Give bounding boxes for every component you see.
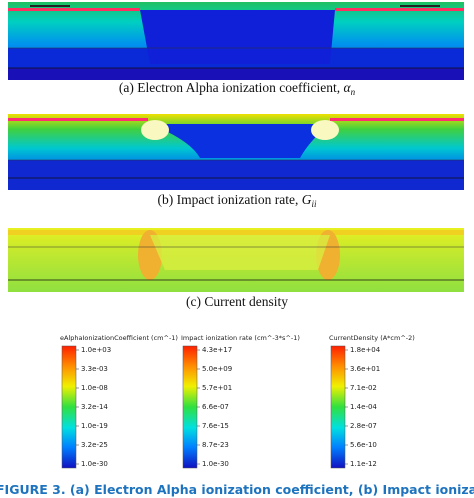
- colorbar-tick-label: 3.6e+01: [350, 365, 380, 373]
- colorbar-tick-label: 3.3e-03: [81, 365, 108, 373]
- colorbar-tick-label: 8.7e-23: [202, 441, 229, 449]
- colorbar-tick-label: 1.0e-30: [81, 460, 108, 468]
- panel-b-caption: (b) Impact ionization rate, Gii: [157, 192, 317, 209]
- colorbar-title: eAlphaIonizationCoefficient (cm^-1): [60, 334, 178, 342]
- caption-text: (b) Impact ionization rate,: [157, 192, 301, 207]
- colorbar: [182, 345, 198, 469]
- figure-caption: FIGURE 3. (a) Electron Alpha ionization …: [0, 482, 474, 497]
- colorbar-tick-label: 2.8e-07: [350, 422, 377, 430]
- panel-a-caption: (a) Electron Alpha ionization coefficien…: [119, 80, 356, 97]
- colorbar-tick-label: 7.1e-02: [350, 384, 377, 392]
- colorbar-tick-label: 3.2e-25: [81, 441, 108, 449]
- colorbar-title: CurrentDensity (A*cm^-2): [329, 334, 415, 342]
- colorbar-tick-label: 1.1e-12: [350, 460, 377, 468]
- panel-c-caption: (c) Current density: [186, 294, 288, 309]
- colorbar-tick-label: 1.8e+04: [350, 346, 381, 354]
- colorbar-tick-label: 1.0e-19: [81, 422, 108, 430]
- colorbar-tick-label: 5.0e+09: [202, 365, 232, 373]
- caption-symbol: G: [302, 192, 312, 207]
- colorbar-tick-label: 6.6e-07: [202, 403, 229, 411]
- colorbar: [61, 345, 77, 469]
- caption-subscript: ii: [312, 199, 318, 209]
- colorbar: [330, 345, 346, 469]
- caption-text: (a) Electron Alpha ionization coefficien…: [119, 80, 344, 95]
- colorbar-tick-label: 5.6e-10: [350, 441, 377, 449]
- caption-subscript: n: [351, 87, 356, 97]
- colorbar-tick-label: 1.0e-30: [202, 460, 229, 468]
- colorbar-tick-label: 4.3e+17: [202, 346, 232, 354]
- colorbar-tick-label: 7.6e-15: [202, 422, 229, 430]
- colorbar-tick-label: 1.0e+03: [81, 346, 111, 354]
- colorbar-title: Impact ionization rate (cm^-3*s^-1): [181, 334, 300, 342]
- panel-b-image: [8, 114, 464, 190]
- colorbar-tick-label: 3.2e-14: [81, 403, 108, 411]
- colorbar-tick-label: 5.7e+01: [202, 384, 232, 392]
- panel-a-image: [8, 2, 464, 80]
- caption-symbol: α: [344, 80, 352, 95]
- panel-c-image: [8, 228, 464, 292]
- colorbar-tick-label: 1.0e-08: [81, 384, 108, 392]
- colorbar-tick-label: 1.4e-04: [350, 403, 377, 411]
